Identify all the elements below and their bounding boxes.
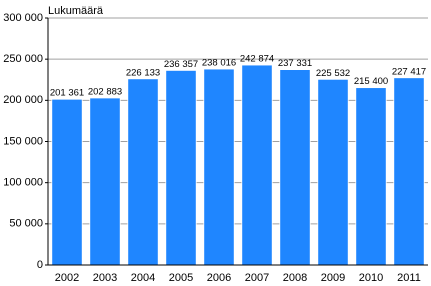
bar bbox=[203, 68, 235, 266]
x-tick-label: 2009 bbox=[321, 272, 345, 284]
x-tick-label: 2008 bbox=[283, 272, 307, 284]
x-tick-label: 2002 bbox=[55, 272, 79, 284]
value-label: 225 532 bbox=[316, 68, 350, 79]
value-label: 237 331 bbox=[278, 58, 312, 69]
x-tick-label: 2010 bbox=[359, 272, 383, 284]
bar bbox=[355, 87, 387, 266]
y-tick-label: 200 000 bbox=[3, 94, 43, 106]
x-tick-label: 2007 bbox=[245, 272, 269, 284]
value-label: 242 874 bbox=[240, 54, 274, 65]
value-label: 226 133 bbox=[126, 67, 160, 78]
value-label: 201 361 bbox=[50, 88, 84, 99]
x-tick-label: 2004 bbox=[131, 272, 155, 284]
axis-title: Lukumäärä bbox=[48, 5, 104, 17]
bar bbox=[165, 69, 197, 266]
y-tick-label: 300 000 bbox=[3, 12, 43, 24]
y-tick-label: 0 bbox=[37, 259, 43, 271]
value-label: 238 016 bbox=[202, 58, 236, 69]
bar bbox=[127, 78, 159, 266]
bar bbox=[279, 69, 311, 266]
value-label: 215 400 bbox=[354, 76, 388, 87]
bar bbox=[89, 97, 121, 266]
x-tick-label: 2006 bbox=[207, 272, 231, 284]
y-tick-label: 50 000 bbox=[9, 218, 43, 230]
y-tick-label: 100 000 bbox=[3, 177, 43, 189]
value-label: 202 883 bbox=[88, 86, 122, 97]
y-tick-label: 150 000 bbox=[3, 135, 43, 147]
x-tick-label: 2005 bbox=[169, 272, 193, 284]
x-tick-label: 2003 bbox=[93, 272, 117, 284]
bar bbox=[393, 77, 425, 266]
value-label: 227 417 bbox=[392, 66, 426, 77]
value-label: 236 357 bbox=[164, 59, 198, 70]
bar bbox=[51, 98, 83, 266]
x-tick-label: 2011 bbox=[397, 272, 421, 284]
y-tick-label: 250 000 bbox=[3, 53, 43, 65]
bar bbox=[317, 78, 349, 266]
bar bbox=[241, 64, 273, 266]
